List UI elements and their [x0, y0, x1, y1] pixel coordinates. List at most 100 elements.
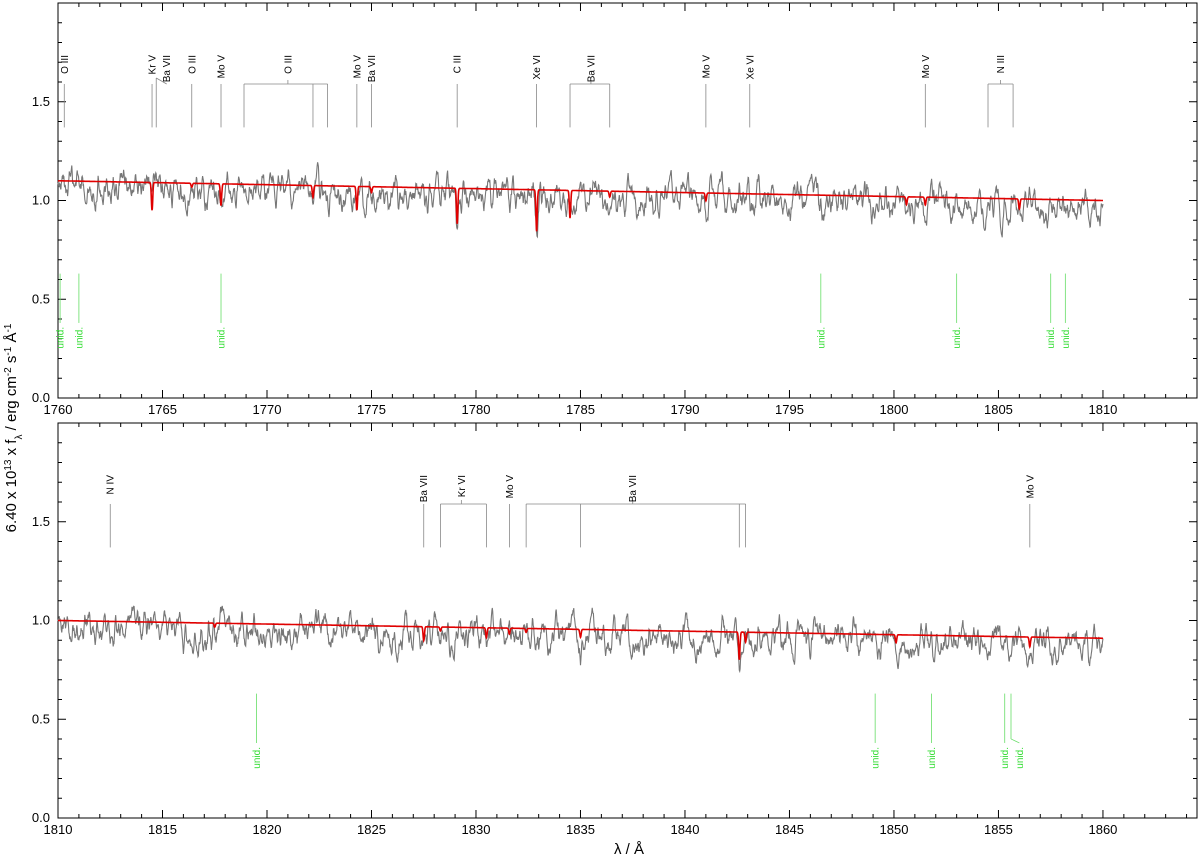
- line-id-label: N III: [996, 55, 1007, 73]
- unid-connector: [1010, 738, 1020, 744]
- unid-marker: unid.: [217, 273, 228, 349]
- unid-label: unid.: [871, 747, 882, 769]
- line-id-label: Ba VII: [367, 55, 378, 82]
- unid-label: unid.: [1015, 747, 1026, 769]
- unid-marker: unid.: [927, 693, 938, 769]
- line-id-label: Mo V: [505, 475, 516, 499]
- x-tick-label: 1860: [1088, 822, 1117, 837]
- y-tick-label: 1.0: [32, 193, 50, 208]
- x-tick-label: 1790: [671, 402, 700, 417]
- y-axis-label: 6.40 x 1013 x fλ / erg cm-2 s-1 Å-1: [3, 323, 25, 532]
- x-tick-label: 1800: [880, 402, 909, 417]
- x-tick-label: 1780: [462, 402, 491, 417]
- x-tick-label: 1785: [566, 402, 595, 417]
- x-tick-label: 1795: [775, 402, 804, 417]
- x-tick-label: 1830: [462, 822, 491, 837]
- line-id-marker: O III: [60, 55, 71, 128]
- unid-label: unid.: [1061, 327, 1072, 349]
- line-id-label: Mo V: [921, 55, 932, 79]
- line-id-marker: Ba VII: [155, 55, 173, 128]
- unid-marker: unid.: [871, 693, 882, 769]
- y-tick-label: 0.0: [32, 390, 50, 405]
- y-tick-label: 1.5: [32, 514, 50, 529]
- x-tick-label: 1855: [984, 822, 1013, 837]
- line-id-label: Kr VI: [457, 475, 468, 497]
- line-id-label: C III: [453, 55, 464, 73]
- x-tick-label: 1775: [357, 402, 386, 417]
- unid-marker: unid.: [1046, 273, 1057, 349]
- unid-marker: unid.: [816, 273, 827, 349]
- line-id-label: N IV: [106, 475, 117, 495]
- unid-label: unid.: [952, 327, 963, 349]
- line-id-label: Ba VII: [162, 55, 173, 82]
- x-tick-label: 1760: [44, 402, 73, 417]
- unid-label: unid.: [927, 747, 938, 769]
- line-id-marker: Ba VII: [367, 55, 378, 128]
- line-id-marker: N IV: [106, 475, 117, 548]
- unid-marker: unid.: [252, 693, 263, 769]
- line-id-marker: Mo V: [701, 55, 712, 128]
- line-id-label: Mo V: [217, 55, 228, 79]
- line-id-marker: Mo V: [352, 55, 363, 128]
- model-spectrum: [58, 619, 1103, 660]
- x-tick-label: 1815: [148, 822, 177, 837]
- line-id-marker: N III: [987, 55, 1014, 128]
- x-tick-label: 1810: [44, 822, 73, 837]
- unid-marker: unid.: [1000, 693, 1011, 769]
- unid-marker: unid.: [952, 273, 963, 349]
- y-tick-label: 0.5: [32, 291, 50, 306]
- x-tick-label: 1845: [775, 822, 804, 837]
- line-id-marker: O III: [243, 55, 328, 128]
- x-tick-label: 1835: [566, 822, 595, 837]
- line-id-label: Ba VII: [586, 55, 597, 82]
- line-id-marker: Kr VI: [440, 475, 487, 548]
- x-tick-label: 1765: [148, 402, 177, 417]
- line-id-marker: Ba VII: [525, 475, 746, 548]
- unid-marker: unid.: [74, 273, 85, 349]
- x-tick-label: 1825: [357, 822, 386, 837]
- line-id-marker: Mo V: [505, 475, 516, 548]
- x-tick-label: 1810: [1088, 402, 1117, 417]
- upper-panel: 1760 1765 1770 1775 1780 1785 1790 1795 1800 1805…: [32, 2, 1198, 417]
- line-id-label: O III: [283, 55, 294, 74]
- lower-panel: 1810 1815 1820 1825 1830 1835 1840 1845 1850 1855…: [32, 422, 1198, 837]
- line-id-label: O III: [187, 55, 198, 74]
- y-tick-label: 1.5: [32, 94, 50, 109]
- unid-label: unid.: [1046, 327, 1057, 349]
- x-tick-label: 1850: [880, 822, 909, 837]
- line-id-label: Mo V: [1025, 475, 1036, 499]
- line-id-label: Xe VI: [532, 55, 543, 79]
- unid-marker: unid.: [56, 273, 67, 349]
- y-tick-label: 1.0: [32, 613, 50, 628]
- unid-label: unid.: [816, 327, 827, 349]
- y-tick-label: 0.5: [32, 711, 50, 726]
- line-id-label: O III: [60, 55, 71, 74]
- line-id-label: Ba VII: [419, 475, 430, 502]
- line-id-label: Xe VI: [745, 55, 756, 79]
- line-id-marker: Xe VI: [745, 55, 756, 128]
- line-id-marker: O III: [187, 55, 198, 128]
- unid-label: unid.: [217, 327, 228, 349]
- observed-spectrum: [57, 605, 1104, 674]
- unid-label: unid.: [1000, 747, 1011, 769]
- line-id-marker: Ba VII: [569, 55, 611, 128]
- line-id-marker: Mo V: [1025, 475, 1036, 548]
- line-id-label: Mo V: [701, 55, 712, 79]
- line-id-marker: Kr V: [148, 55, 159, 128]
- line-id-marker: Xe VI: [532, 55, 543, 128]
- model-spectrum: [57, 179, 1103, 232]
- line-id-marker: Mo V: [921, 55, 932, 128]
- unid-marker: unid.: [1061, 273, 1072, 349]
- unid-marker: unid.: [1010, 693, 1026, 769]
- x-axis-label: λ / Å: [614, 841, 644, 857]
- line-id-marker: C III: [453, 55, 464, 128]
- unid-label: unid.: [74, 327, 85, 349]
- y-tick-label: 0.0: [32, 810, 50, 825]
- x-tick-label: 1840: [671, 822, 700, 837]
- line-id-marker: Ba VII: [419, 475, 430, 548]
- x-tick-label: 1805: [984, 402, 1013, 417]
- line-id-marker: Mo V: [217, 55, 228, 128]
- x-tick-label: 1820: [253, 822, 282, 837]
- line-id-label: Mo V: [352, 55, 363, 79]
